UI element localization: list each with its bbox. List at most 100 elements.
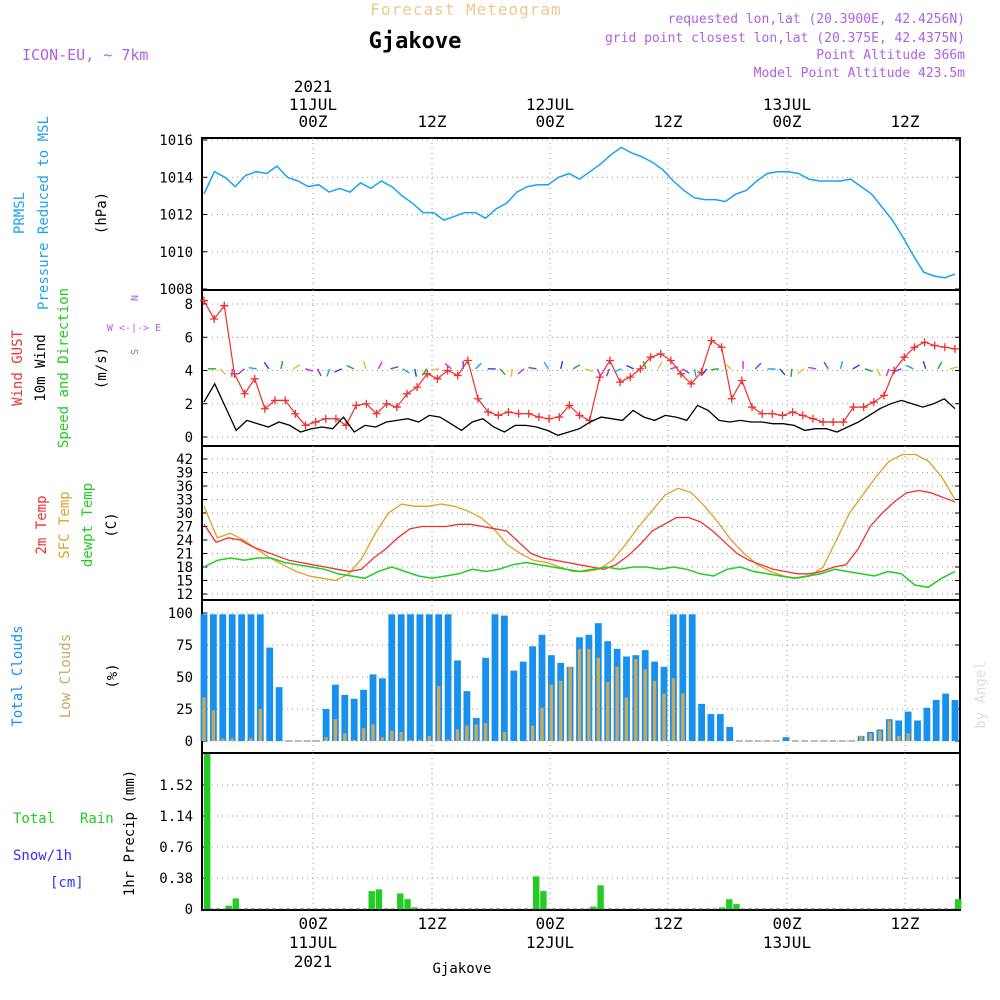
total-cloud-bar xyxy=(388,614,396,741)
gust-marker xyxy=(200,296,208,305)
temp-ytick-label: 21 xyxy=(176,547,193,563)
low-cloud-bar xyxy=(483,723,488,741)
gust-marker xyxy=(474,394,483,403)
gust-marker xyxy=(676,369,685,378)
rain-bar xyxy=(404,899,411,909)
gust-marker xyxy=(859,403,868,412)
pressure-label-name: Pressure Reduced to MSL xyxy=(36,116,52,310)
gust-marker xyxy=(352,401,361,410)
header-point-altitude: Point Altitude 366m xyxy=(816,48,965,63)
wind-direction-arrow xyxy=(248,367,257,370)
low-cloud-bar xyxy=(897,735,901,741)
gust-marker xyxy=(707,336,716,345)
low-cloud-bar xyxy=(202,697,206,741)
wind-direction-arrow xyxy=(893,368,902,373)
gust-marker xyxy=(382,399,391,408)
low-cloud-bar xyxy=(587,648,591,741)
low-cloud-bar xyxy=(249,738,253,741)
wind-speed-line xyxy=(203,382,956,436)
gust-marker xyxy=(392,403,401,412)
clouds-ytick-label: 75 xyxy=(176,638,193,654)
total-cloud-bar xyxy=(238,614,245,741)
temp-ytick-label: 27 xyxy=(176,520,193,536)
gust-marker xyxy=(402,389,411,398)
low-cloud-bar xyxy=(258,709,262,741)
wind-direction-arrow xyxy=(797,368,805,375)
total-cloud-bar xyxy=(538,634,546,741)
gust-marker xyxy=(717,343,726,352)
pressure-labels: PRMSL Pressure Reduced to MSL (hPa) xyxy=(12,116,110,310)
wind-direction-arrow xyxy=(823,361,829,370)
total-cloud-bar xyxy=(482,657,489,741)
wind-direction-arrow xyxy=(219,368,227,376)
gust-marker xyxy=(271,396,280,405)
low-cloud-bar xyxy=(577,648,582,741)
watermark: by Angel xyxy=(973,661,989,728)
wind-direction-arrow xyxy=(510,368,513,377)
total-cloud-bar xyxy=(266,647,274,741)
total-cloud-bar xyxy=(726,726,734,741)
total-cloud-bar xyxy=(360,689,367,741)
wind-direction-arrow xyxy=(701,368,708,376)
pressure-ytick-label: 1012 xyxy=(159,208,193,224)
gust-marker xyxy=(281,396,290,405)
total-cloud-bar xyxy=(425,614,433,741)
total-cloud-bar xyxy=(923,707,931,741)
clouds-label-unit: (%) xyxy=(105,663,121,688)
precip-panel: 0 0.38 0.76 1.14 1.52 xyxy=(159,752,961,918)
wind-direction-arrow xyxy=(779,368,786,376)
total-cloud-bar xyxy=(510,670,518,741)
total-cloud-bar xyxy=(397,614,405,741)
gust-marker xyxy=(433,374,442,383)
pressure-label-prmsl: PRMSL xyxy=(12,192,28,234)
wind-direction-arrow xyxy=(326,368,331,377)
gust-marker xyxy=(331,414,340,423)
gust-marker xyxy=(321,414,330,423)
total-cloud-bar xyxy=(782,737,790,741)
gust-marker xyxy=(626,373,635,382)
gust-marker xyxy=(687,379,696,388)
wind-labels: Wind GUST 10m Wind Speed and Direction (… xyxy=(10,288,161,448)
wind-direction-arrow xyxy=(528,366,537,370)
precip-labels: Total Rain Snow/1h [cm] 1hr Precip (mm) xyxy=(13,770,138,896)
gust-marker xyxy=(250,374,259,383)
gust-marker xyxy=(788,408,797,417)
t2m-line xyxy=(203,489,956,575)
total-cloud-bar xyxy=(322,709,330,741)
total-cloud-bar xyxy=(519,661,527,741)
wind-direction-arrow xyxy=(237,368,245,375)
low-cloud-bar xyxy=(559,680,563,741)
wind-direction-arrow xyxy=(613,368,622,373)
wind-direction-arrow xyxy=(949,366,958,370)
pressure-panel: 1008 1010 1012 1014 1016 xyxy=(159,133,961,298)
wind-direction-arrow xyxy=(390,366,399,370)
gust-marker xyxy=(616,378,625,387)
bottom-date-label: 13JUL xyxy=(763,933,811,952)
temp-label-dewpt: dewpt Temp xyxy=(80,483,96,567)
compass-s: S xyxy=(130,349,141,355)
total-cloud-bar xyxy=(219,614,227,741)
bottom-hour-label: 00Z xyxy=(299,914,328,933)
total-cloud-bar xyxy=(341,694,349,741)
low-cloud-bar xyxy=(390,730,394,741)
precip-ytick-label: 0 xyxy=(185,902,193,918)
gust-marker xyxy=(260,404,269,413)
gust-marker xyxy=(423,369,432,378)
wind-label-speed-dir: Speed and Direction xyxy=(56,288,72,448)
top-hour-label: 00Z xyxy=(299,112,328,131)
gust-marker xyxy=(555,413,564,422)
precip-label-snow: Snow/1h xyxy=(13,848,72,864)
wind-direction-arrow xyxy=(543,361,550,370)
gust-marker xyxy=(362,399,371,408)
bottom-hour-label: 12Z xyxy=(891,914,920,933)
sfc-temp-line xyxy=(203,453,956,582)
header-top-title: Forecast Meteogram xyxy=(370,0,561,19)
total-cloud-bar xyxy=(501,615,508,741)
low-cloud-bar xyxy=(230,738,234,741)
low-cloud-bar xyxy=(887,720,891,741)
total-cloud-bar xyxy=(688,614,696,741)
clouds-label-total: Total Clouds xyxy=(10,625,26,726)
gust-marker xyxy=(301,421,310,430)
